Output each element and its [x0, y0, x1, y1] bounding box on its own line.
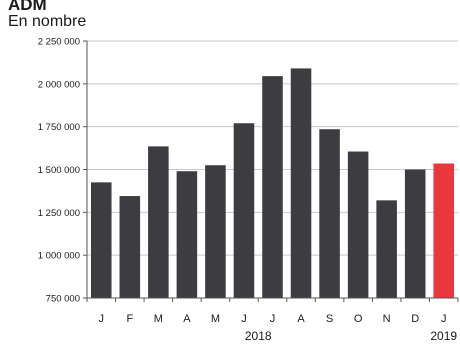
axes — [83, 40, 459, 302]
bar-11 — [376, 200, 397, 298]
y-tick-label: 1 250 000 — [38, 208, 80, 219]
y-tick-label: 1 500 000 — [38, 165, 80, 176]
axis-labels: 750 000 1 000 000 1 250 000 1 500 000 1 750 … — [38, 37, 458, 344]
bar-10 — [347, 151, 369, 298]
x-tick-label: J — [99, 313, 105, 325]
unit-label: En nombre — [8, 13, 86, 30]
x-tick-label: M — [154, 313, 163, 325]
bar-8 — [290, 68, 312, 298]
bar-13 — [433, 163, 455, 298]
y-tick-label: 750 000 — [46, 294, 80, 305]
bar-9 — [319, 129, 340, 298]
bar-5 — [205, 165, 226, 298]
bar-3 — [148, 146, 169, 298]
x-tick-label: M — [211, 313, 220, 325]
bar-4 — [176, 171, 198, 298]
x-tick-label: A — [183, 313, 191, 325]
x-tick-label: J — [441, 313, 447, 325]
x-tick-label: A — [297, 313, 305, 325]
bars — [90, 68, 455, 299]
y-tick-label: 2 000 000 — [38, 79, 80, 90]
bar-6 — [233, 123, 255, 299]
x-tick-label: J — [241, 313, 247, 325]
chart-title: ADM — [8, 0, 47, 14]
year-label-2018: 2018 — [245, 329, 272, 343]
bar-12 — [404, 169, 426, 298]
x-tick-label: N — [383, 313, 391, 325]
year-label-2019: 2019 — [430, 329, 457, 343]
x-tick-label: O — [354, 313, 363, 325]
y-tick-label: 1 750 000 — [38, 122, 80, 133]
bar-7 — [262, 76, 283, 298]
bar-2 — [119, 196, 141, 298]
x-tick-label: F — [126, 313, 133, 325]
x-tick-label: D — [411, 313, 419, 325]
x-tick-label: S — [326, 313, 333, 325]
y-tick-label: 1 000 000 — [38, 251, 80, 262]
bar-1 — [90, 182, 112, 298]
x-tick-label: J — [270, 313, 276, 325]
y-tick-label: 2 250 000 — [38, 37, 80, 48]
